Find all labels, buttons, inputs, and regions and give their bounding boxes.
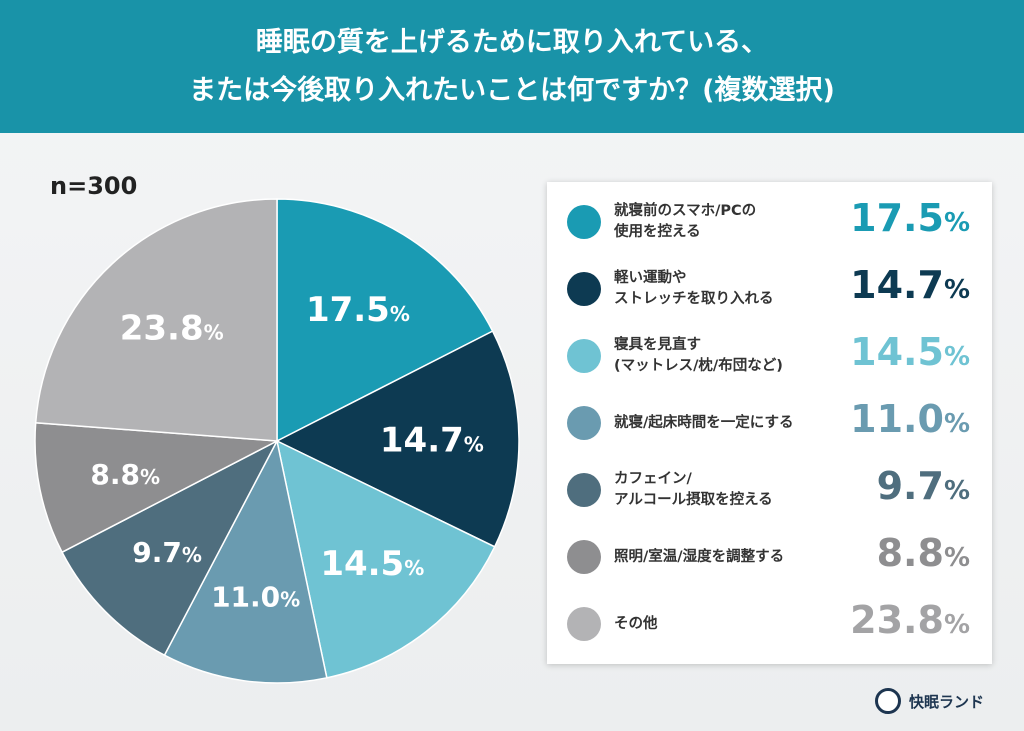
pie-slice bbox=[34, 198, 278, 442]
legend-value: 14.7% bbox=[850, 263, 970, 307]
legend-item: 就寝前のスマホ/PCの 使用を控える 17.5% bbox=[547, 192, 992, 252]
legend-swatch bbox=[567, 540, 601, 574]
pie-slice bbox=[275, 330, 520, 548]
legend-swatch bbox=[567, 473, 601, 507]
title-line-2: または今後取り入れたいことは何ですか？(複数選択) bbox=[189, 74, 835, 106]
legend-item: 軽い運動や ストレッチを取り入れる 14.7% bbox=[547, 259, 992, 319]
legend-item: 就寝/起床時間を一定にする 11.0% bbox=[547, 393, 992, 453]
legend: 就寝前のスマホ/PCの 使用を控える 17.5% 軽い運動や ストレッチを取り入れる… bbox=[547, 182, 992, 664]
pie-slice bbox=[61, 439, 279, 657]
legend-label: 就寝前のスマホ/PCの 使用を控える bbox=[614, 203, 757, 240]
legend-swatch bbox=[567, 205, 601, 239]
legend-value: 14.5% bbox=[850, 330, 970, 374]
legend-item: カフェイン/ アルコール摂取を控える 9.7% bbox=[547, 460, 992, 520]
legend-swatch bbox=[567, 406, 601, 440]
pie-chart: 17.5%14.7%14.5%11.0%9.7%8.8%23.8% bbox=[34, 198, 520, 684]
legend-swatch bbox=[567, 272, 601, 306]
pie-slice bbox=[276, 198, 494, 443]
legend-value: 23.8% bbox=[850, 598, 970, 642]
legend-value: 8.8% bbox=[876, 531, 970, 575]
title-line-1: 睡眠の質を上げるために取り入れている、 bbox=[255, 26, 769, 58]
brand-name: 快眠ランド bbox=[909, 692, 985, 711]
legend-label: 寝具を見直す (マットレス/枕/布団など) bbox=[614, 337, 783, 374]
legend-value: 17.5% bbox=[850, 196, 970, 240]
legend-item: その他 23.8% bbox=[547, 594, 992, 654]
brand-logo: 快眠ランド bbox=[875, 688, 984, 714]
legend-swatch bbox=[567, 339, 601, 373]
legend-value: 9.7% bbox=[876, 464, 970, 508]
legend-item: 寝具を見直す (マットレス/枕/布団など) 14.5% bbox=[547, 326, 992, 386]
legend-label: 軽い運動や ストレッチを取り入れる bbox=[614, 270, 774, 307]
legend-label: 照明/室温/湿度を調整する bbox=[614, 548, 785, 565]
pie-slice bbox=[34, 421, 280, 554]
legend-label: カフェイン/ アルコール摂取を控える bbox=[614, 471, 773, 508]
brand-logo-mark bbox=[875, 688, 901, 714]
legend-label: 就寝/起床時間を一定にする bbox=[614, 414, 794, 431]
chart-title: 睡眠の質を上げるために取り入れている、 または今後取り入れたいことは何ですか？(… bbox=[0, 0, 1024, 133]
legend-swatch bbox=[567, 607, 601, 641]
pie-slice bbox=[163, 438, 328, 684]
legend-item: 照明/室温/湿度を調整する 8.8% bbox=[547, 527, 992, 587]
legend-value: 11.0% bbox=[850, 397, 970, 441]
legend-label: その他 bbox=[614, 615, 658, 632]
sample-size: n=300 bbox=[50, 172, 138, 200]
pie-slice bbox=[275, 439, 496, 679]
